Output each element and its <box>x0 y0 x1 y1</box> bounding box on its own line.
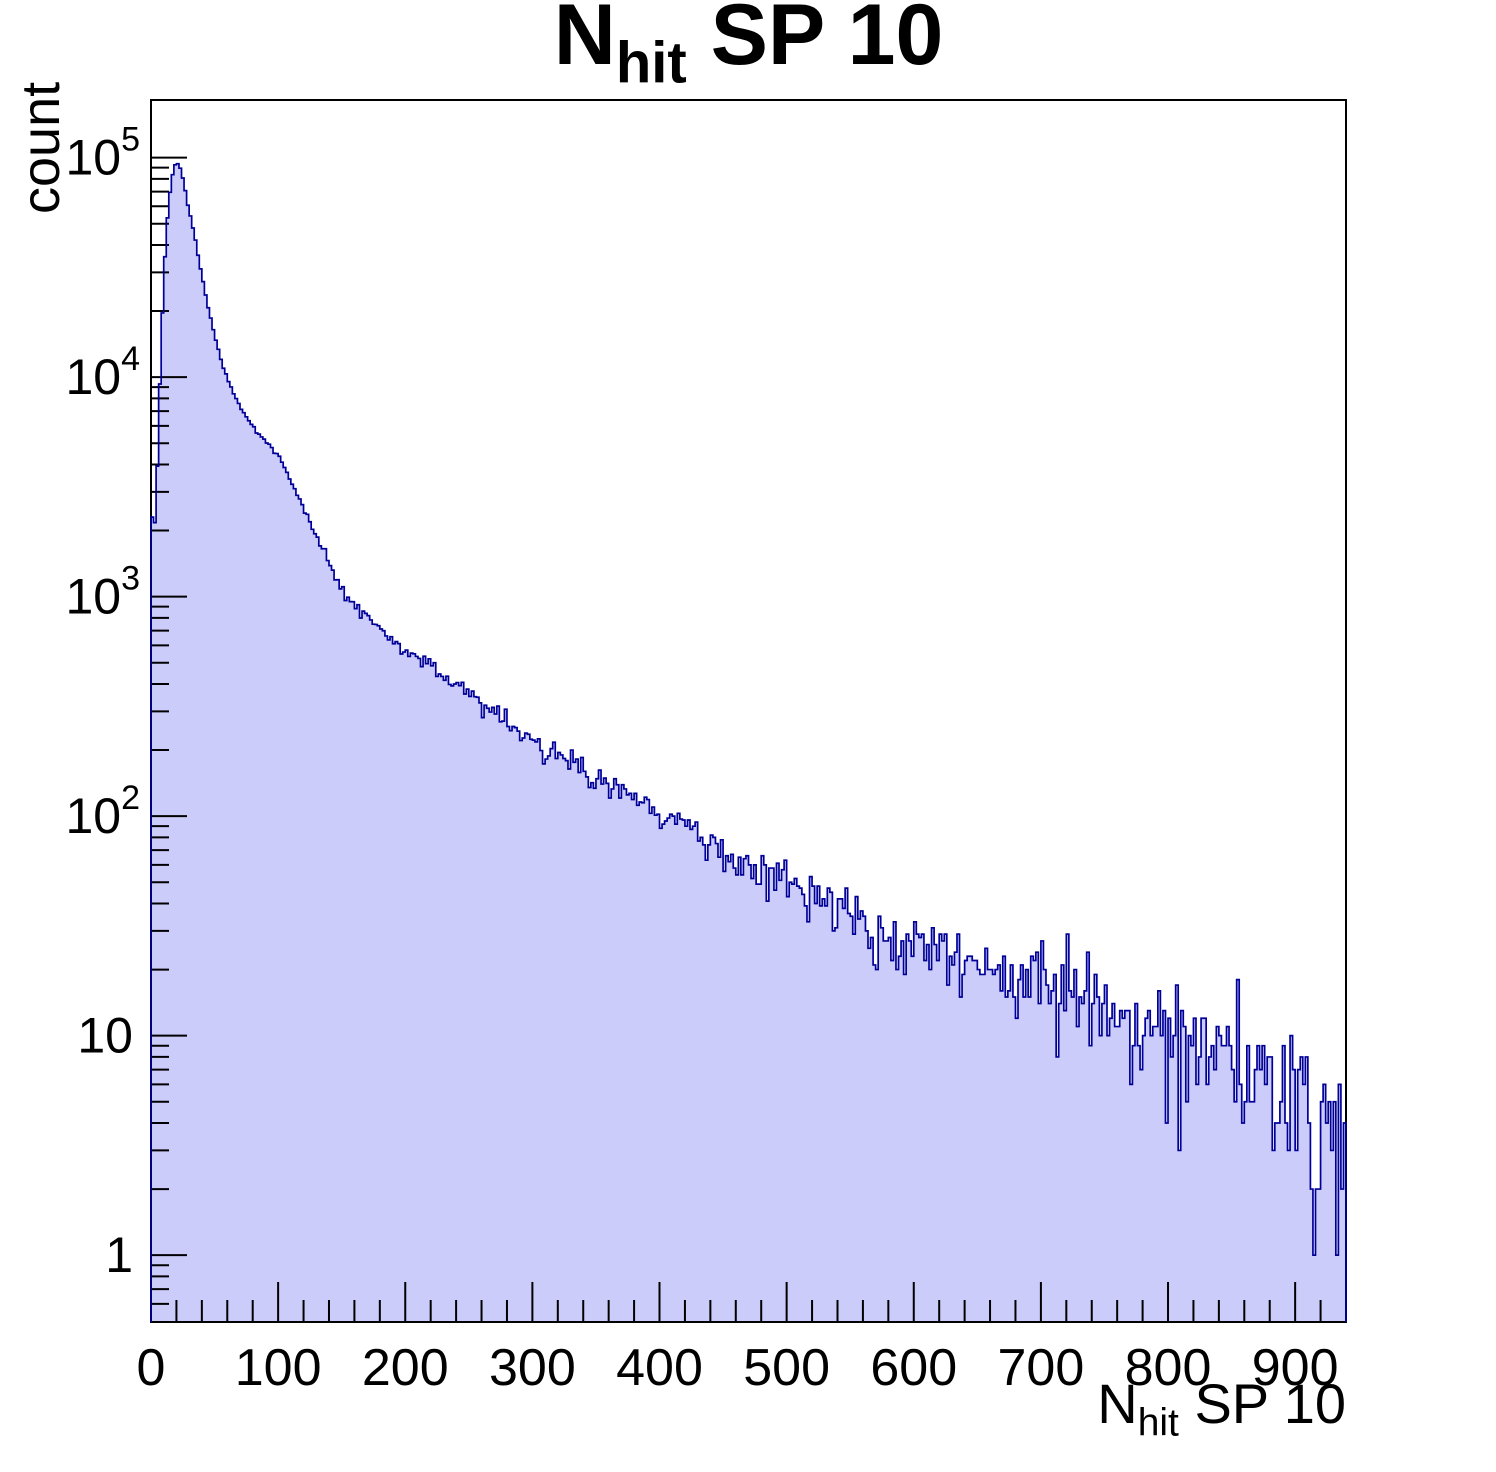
x-axis-title: Nhit SP 10 <box>1097 1376 1346 1445</box>
x-tick-label: 600 <box>870 1339 957 1397</box>
chart-title-main: N <box>553 0 616 83</box>
x-axis-labels: 0 100 200 300 400 500 600 700 800 900 <box>137 1339 1339 1397</box>
chart-title-subscript: hit <box>615 30 687 96</box>
x-tick-label: 100 <box>235 1339 322 1397</box>
y-tick-label: 10 <box>77 1008 133 1064</box>
x-tick-label: 700 <box>998 1339 1085 1397</box>
y-tick-label: 102 <box>65 779 140 844</box>
x-axis-title-subscript: hit <box>1137 1401 1179 1445</box>
histogram-outline <box>150 162 1347 1322</box>
y-axis-title: count <box>11 81 71 214</box>
x-tick-label: 900 <box>1252 1339 1339 1397</box>
x-tick-label: 300 <box>489 1339 576 1397</box>
x-tick-label: 800 <box>1125 1339 1212 1397</box>
x-tick-label: 200 <box>362 1339 449 1397</box>
y-tick-label: 105 <box>65 121 140 186</box>
chart-title-rest: SP 10 <box>686 0 944 83</box>
y-axis-labels: 1 10 102 103 104 105 <box>65 121 140 1284</box>
chart-title: Nhit SP 10 <box>151 0 1346 93</box>
x-axis-title-main: N <box>1097 1372 1138 1435</box>
y-tick-label: 103 <box>65 560 140 625</box>
x-tick-label: 400 <box>616 1339 703 1397</box>
axis-ticks <box>150 156 1322 1322</box>
histogram-series <box>151 163 1346 1323</box>
y-tick-label: 1 <box>105 1227 133 1283</box>
x-tick-label: 500 <box>743 1339 830 1397</box>
x-axis-title-rest: SP 10 <box>1178 1372 1346 1435</box>
histogram-fill <box>151 163 1346 1323</box>
x-tick-label: 0 <box>137 1339 166 1397</box>
y-tick-label: 104 <box>65 340 140 405</box>
